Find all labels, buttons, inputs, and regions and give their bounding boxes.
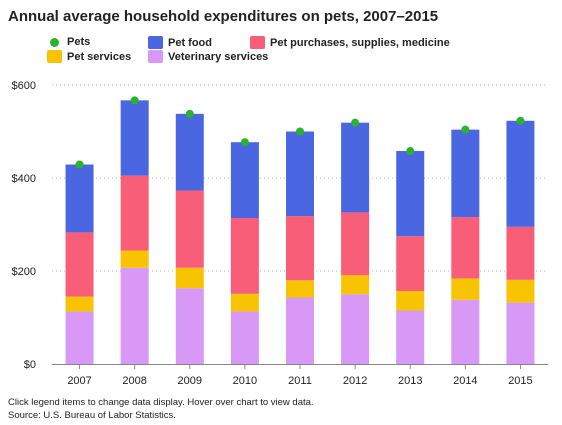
bar-segment-pet-food-2015[interactable] <box>506 120 535 227</box>
color-swatch-icon <box>250 36 265 49</box>
bar-segment-pet-services-2014[interactable] <box>451 278 480 300</box>
y-tick-label: $600 <box>12 80 36 92</box>
bar-segment-pet-purchases-supplies-medicine-2008[interactable] <box>120 175 149 251</box>
bar-segment-pet-services-2007[interactable] <box>65 296 94 312</box>
bar-segment-veterinary-services-2015[interactable] <box>506 302 535 364</box>
bar-segment-pet-purchases-supplies-medicine-2009[interactable] <box>175 190 204 268</box>
pets-total-point-2010[interactable] <box>240 138 249 147</box>
bar-segment-pet-purchases-supplies-medicine-2007[interactable] <box>65 232 94 297</box>
bar-segment-pet-food-2013[interactable] <box>396 151 425 237</box>
source-note: Source: U.S. Bureau of Labor Statistics. <box>8 410 176 421</box>
y-tick-label: $400 <box>12 173 36 185</box>
bar-segment-pet-purchases-supplies-medicine-2011[interactable] <box>286 216 314 281</box>
legend-item-pet-purchases[interactable]: Pet purchases, supplies, medicine <box>250 36 450 49</box>
chart-instructions: Click legend items to change data displa… <box>8 397 314 408</box>
bar-segment-pet-purchases-supplies-medicine-2012[interactable] <box>341 212 370 276</box>
bar-segment-pet-services-2008[interactable] <box>120 250 149 268</box>
x-tick-label: 2014 <box>453 375 477 387</box>
pets-total-point-2014[interactable] <box>461 125 470 134</box>
chart-title: Annual average household expenditures on… <box>8 8 439 25</box>
x-tick-label: 2009 <box>178 375 202 387</box>
bar-segment-pet-services-2011[interactable] <box>286 280 314 298</box>
pets-total-point-2009[interactable] <box>185 109 194 118</box>
x-tick-label: 2015 <box>508 375 532 387</box>
bar-segment-veterinary-services-2009[interactable] <box>175 288 204 364</box>
pets-total-point-2012[interactable] <box>351 118 360 127</box>
x-tick-label: 2008 <box>122 375 146 387</box>
x-tick-label: 2011 <box>288 375 312 387</box>
x-tick-label: 2007 <box>67 375 91 387</box>
bar-segment-pet-purchases-supplies-medicine-2013[interactable] <box>396 236 425 291</box>
bar-segment-pet-food-2012[interactable] <box>341 122 370 213</box>
bar-segment-pet-services-2009[interactable] <box>175 267 204 289</box>
bar-segment-pet-services-2013[interactable] <box>396 290 425 311</box>
legend-label: Veterinary services <box>168 50 269 63</box>
pets-total-point-2007[interactable] <box>75 160 84 169</box>
legend-label: Pet food <box>168 36 212 49</box>
bar-segment-pet-food-2014[interactable] <box>451 129 480 218</box>
bar-segment-veterinary-services-2008[interactable] <box>120 267 149 364</box>
color-swatch-icon <box>148 36 163 49</box>
bar-segment-veterinary-services-2010[interactable] <box>230 311 259 364</box>
x-tick-label: 2012 <box>343 375 367 387</box>
legend-item-pet-food[interactable]: Pet food <box>148 36 212 49</box>
bar-segment-veterinary-services-2011[interactable] <box>286 297 314 364</box>
bar-segment-pet-services-2012[interactable] <box>341 275 370 295</box>
bar-segment-pet-food-2009[interactable] <box>175 113 204 191</box>
color-swatch-icon <box>47 50 62 63</box>
bar-segment-veterinary-services-2013[interactable] <box>396 310 425 364</box>
legend-label: Pet services <box>67 50 132 63</box>
bar-segment-pet-purchases-supplies-medicine-2010[interactable] <box>230 217 259 294</box>
bar-segment-pet-food-2007[interactable] <box>65 164 94 233</box>
bar-segment-pet-food-2010[interactable] <box>230 142 259 218</box>
x-tick-label: 2010 <box>233 375 257 387</box>
bar-segment-veterinary-services-2014[interactable] <box>451 299 480 364</box>
chart-area[interactable]: $0 $200 $400 $600 2007 2008 2009 2010 2011 2012 20… <box>0 0 562 395</box>
y-tick-label: $200 <box>12 266 36 278</box>
legend-item-pet-services[interactable]: Pet services <box>47 50 131 63</box>
bar-segment-pet-food-2011[interactable] <box>286 131 314 217</box>
pets-total-point-2015[interactable] <box>516 116 525 125</box>
bar-segment-pet-services-2015[interactable] <box>506 279 535 303</box>
legend-label: Pets <box>67 36 91 48</box>
y-tick-label: $0 <box>24 359 36 371</box>
bar-segment-pet-purchases-supplies-medicine-2015[interactable] <box>506 226 535 280</box>
color-swatch-icon <box>148 50 163 63</box>
bar-segment-veterinary-services-2012[interactable] <box>341 294 370 364</box>
pets-total-point-2008[interactable] <box>130 96 139 105</box>
dot-marker-icon <box>50 37 59 47</box>
bar-segment-veterinary-services-2007[interactable] <box>65 311 94 364</box>
legend-item-veterinary-services[interactable]: Veterinary services <box>148 50 268 63</box>
bar-segment-pet-purchases-supplies-medicine-2014[interactable] <box>451 217 480 279</box>
bar-segment-pet-services-2010[interactable] <box>230 293 259 312</box>
pets-total-point-2011[interactable] <box>296 127 304 136</box>
pets-total-point-2013[interactable] <box>406 147 415 156</box>
bar-segment-pet-food-2008[interactable] <box>120 100 149 176</box>
legend-item-pets[interactable]: Pets <box>47 36 90 48</box>
legend-label: Pet purchases, supplies, medicine <box>270 36 450 49</box>
x-tick-label: 2013 <box>398 375 422 387</box>
